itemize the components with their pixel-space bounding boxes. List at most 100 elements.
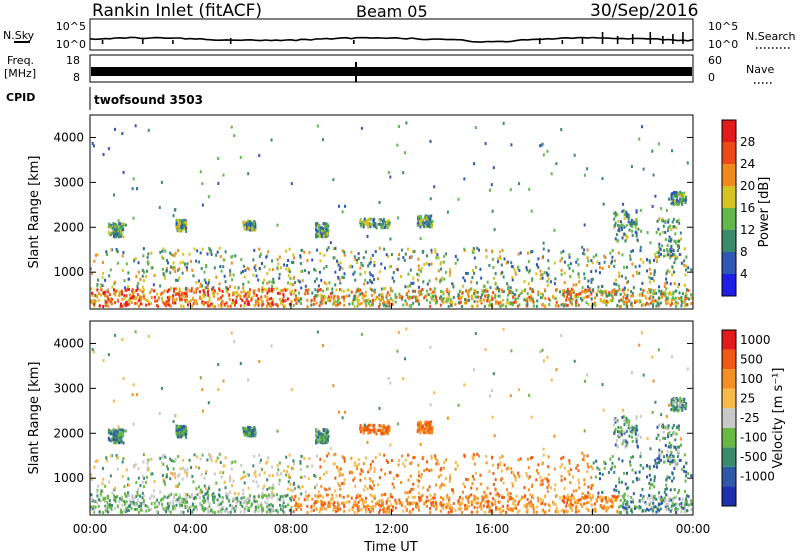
power-cell xyxy=(145,299,148,303)
power-cell xyxy=(344,204,347,208)
velocity-cell xyxy=(497,507,500,511)
velocity-cell xyxy=(268,493,271,497)
velocity-cell xyxy=(506,488,509,492)
power-cell xyxy=(572,269,575,273)
power-cell xyxy=(404,151,407,155)
power-cell xyxy=(112,234,115,238)
velocity-cell xyxy=(368,477,371,481)
power-cell xyxy=(583,173,586,177)
velocity-cell xyxy=(323,459,326,463)
velocity-cell xyxy=(320,502,323,506)
power-cell xyxy=(473,292,476,296)
power-cell xyxy=(272,303,275,307)
velocity-cell xyxy=(666,487,669,491)
velocity-cell xyxy=(575,506,578,510)
velocity-cell xyxy=(301,485,304,489)
power-cell xyxy=(427,222,430,226)
velocity-cell xyxy=(284,505,287,509)
power-cell xyxy=(591,261,594,265)
velocity-cell xyxy=(192,480,195,484)
velocity-cell xyxy=(300,454,303,458)
power-cell xyxy=(624,276,627,280)
power-cell xyxy=(224,280,227,284)
velocity-cell xyxy=(360,507,363,511)
velocity-cell xyxy=(116,438,119,442)
power-cell xyxy=(237,286,240,290)
velocity-cell xyxy=(139,494,142,498)
velocity-cell xyxy=(606,500,609,504)
power-cell xyxy=(595,253,598,257)
power-cell xyxy=(271,284,274,288)
velocity-cell xyxy=(649,500,652,504)
power-cell xyxy=(312,302,315,306)
velocity-cell xyxy=(623,492,626,496)
velocity-cell xyxy=(229,510,232,514)
velocity-cell xyxy=(391,508,394,512)
power-cell xyxy=(597,285,600,289)
velocity-cell xyxy=(611,505,614,509)
velocity-cell xyxy=(583,454,586,458)
power-cell xyxy=(649,288,652,292)
power-cell xyxy=(167,299,170,303)
velocity-cell xyxy=(589,496,592,500)
velocity-cell xyxy=(587,485,590,489)
velocity-cell xyxy=(434,507,437,511)
power-cell xyxy=(566,287,569,291)
power-cell xyxy=(685,291,688,295)
velocity-cell xyxy=(462,482,465,486)
velocity-cell xyxy=(262,508,265,512)
power-cell xyxy=(616,213,619,217)
power-cell xyxy=(166,296,169,300)
power-cell xyxy=(599,289,602,293)
velocity-cell xyxy=(181,477,184,481)
power-cell xyxy=(655,291,658,295)
power-cell xyxy=(431,225,434,229)
velocity-cell xyxy=(176,484,179,488)
velocity-cell xyxy=(232,507,235,511)
velocity-cell xyxy=(304,490,307,494)
velocity-cell xyxy=(150,472,153,476)
velocity-cell xyxy=(638,470,641,474)
power-cell xyxy=(339,301,342,305)
power-cell xyxy=(140,302,143,306)
velocity-cell xyxy=(184,504,187,508)
power-cell xyxy=(246,295,249,299)
power-cell xyxy=(104,298,107,302)
velocity-cell xyxy=(616,510,619,514)
power-cell xyxy=(324,222,327,226)
power-cell xyxy=(424,217,427,221)
velocity-cell xyxy=(199,491,202,495)
power-cell xyxy=(205,281,208,285)
power-cell xyxy=(622,295,625,299)
power-cell xyxy=(113,193,116,197)
power-cell xyxy=(633,299,636,303)
site-title: Rankin Inlet (fitACF) xyxy=(92,1,262,21)
power-cell xyxy=(627,220,630,224)
power-cell xyxy=(333,256,336,260)
power-cell xyxy=(149,301,152,305)
velocity-cell xyxy=(353,461,356,465)
power-cell xyxy=(142,247,145,251)
velocity-cell xyxy=(505,510,508,514)
power-cell xyxy=(687,288,690,292)
power-cell xyxy=(616,289,619,293)
velocity-cell xyxy=(185,500,188,504)
power-cell xyxy=(93,302,96,306)
power-cell xyxy=(115,227,118,231)
power-cell xyxy=(530,294,533,298)
velocity-cell xyxy=(200,503,203,507)
velocity-cell xyxy=(249,425,252,429)
power-cell xyxy=(371,281,374,285)
power-cell xyxy=(366,219,369,223)
power-cell xyxy=(563,294,566,298)
velocity-cell xyxy=(547,465,550,469)
velocity-cell xyxy=(210,458,213,462)
power-cell xyxy=(147,128,150,132)
power-cell xyxy=(654,255,657,259)
velocity-cell xyxy=(575,466,578,470)
power-cell xyxy=(632,220,635,224)
velocity-cell xyxy=(592,461,595,465)
power-cell xyxy=(353,297,356,301)
power-cell xyxy=(657,142,660,146)
